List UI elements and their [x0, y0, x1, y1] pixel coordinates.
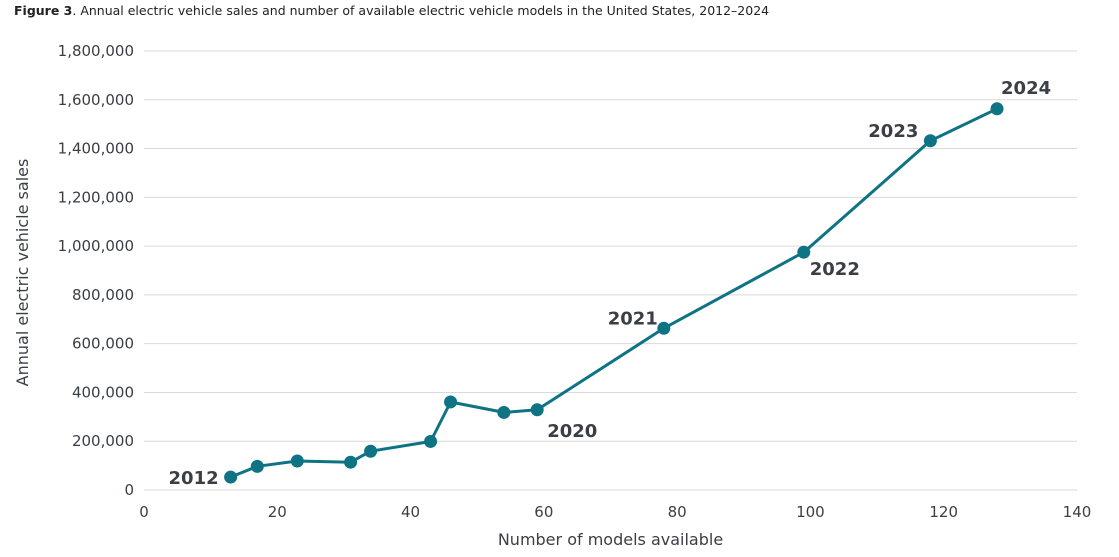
- data-point-2021: [657, 321, 671, 335]
- x-tick-label: 120: [929, 503, 958, 521]
- series-line: [230, 107, 998, 479]
- data-point-2018: [444, 395, 458, 409]
- x-tick-label: 60: [534, 503, 553, 521]
- data-point-2024: [990, 102, 1004, 116]
- y-axis-ticks: 0 200,000 400,000 600,000 800,000 1,000,000 1,…: [58, 42, 134, 499]
- y-tick-label: 600,000: [72, 335, 134, 353]
- y-tick-label: 1,400,000: [58, 140, 134, 158]
- data-point-2023: [923, 134, 937, 148]
- data-point-2014: [290, 454, 304, 468]
- y-tick-label: 1,800,000: [58, 42, 134, 60]
- x-tick-label: 80: [668, 503, 687, 521]
- year-label-2012: 2012: [169, 468, 219, 489]
- data-point-2022: [797, 245, 811, 259]
- y-tick-label: 400,000: [72, 383, 134, 401]
- y-tick-label: 800,000: [72, 286, 134, 304]
- y-tick-label: 200,000: [72, 432, 134, 450]
- x-tick-label: 20: [268, 503, 287, 521]
- x-axis-title: Number of models available: [498, 530, 723, 549]
- y-tick-label: 1,200,000: [58, 188, 134, 206]
- figure-label: Figure 3: [14, 3, 73, 18]
- figure-caption-text: . Annual electric vehicle sales and numb…: [72, 3, 770, 18]
- data-point-2012: [224, 470, 238, 484]
- y-tick-label: 1,600,000: [58, 91, 134, 109]
- data-point-2015: [344, 455, 358, 469]
- y-axis-title: Annual electric vehicle sales: [13, 159, 32, 387]
- x-axis-ticks: 0 20 40 60 80 100 120 140: [139, 503, 1091, 521]
- y-tick-label: 1,000,000: [58, 237, 134, 255]
- year-label-2024: 2024: [1001, 78, 1051, 99]
- x-tick-label: 0: [139, 503, 149, 521]
- figure-caption: Figure 3. Annual electric vehicle sales …: [14, 3, 769, 18]
- data-point-2019: [497, 405, 511, 419]
- x-tick-label: 140: [1063, 503, 1092, 521]
- x-tick-label: 40: [401, 503, 420, 521]
- year-label-2023: 2023: [868, 121, 918, 142]
- data-point-2013: [250, 459, 264, 473]
- gridlines: [144, 50, 1077, 491]
- year-annotations: 2012 2020 2021 2022 2023 2024: [169, 78, 1052, 489]
- x-tick-label: 100: [796, 503, 825, 521]
- year-label-2021: 2021: [608, 308, 658, 329]
- data-points: [224, 102, 1004, 484]
- year-label-2022: 2022: [810, 259, 860, 280]
- data-point-2020: [530, 403, 544, 417]
- y-tick-label: 0: [124, 481, 134, 499]
- year-label-2020: 2020: [547, 421, 597, 442]
- data-point-2016: [364, 444, 378, 458]
- sales-line: [230, 107, 998, 479]
- data-point-2017: [424, 434, 438, 448]
